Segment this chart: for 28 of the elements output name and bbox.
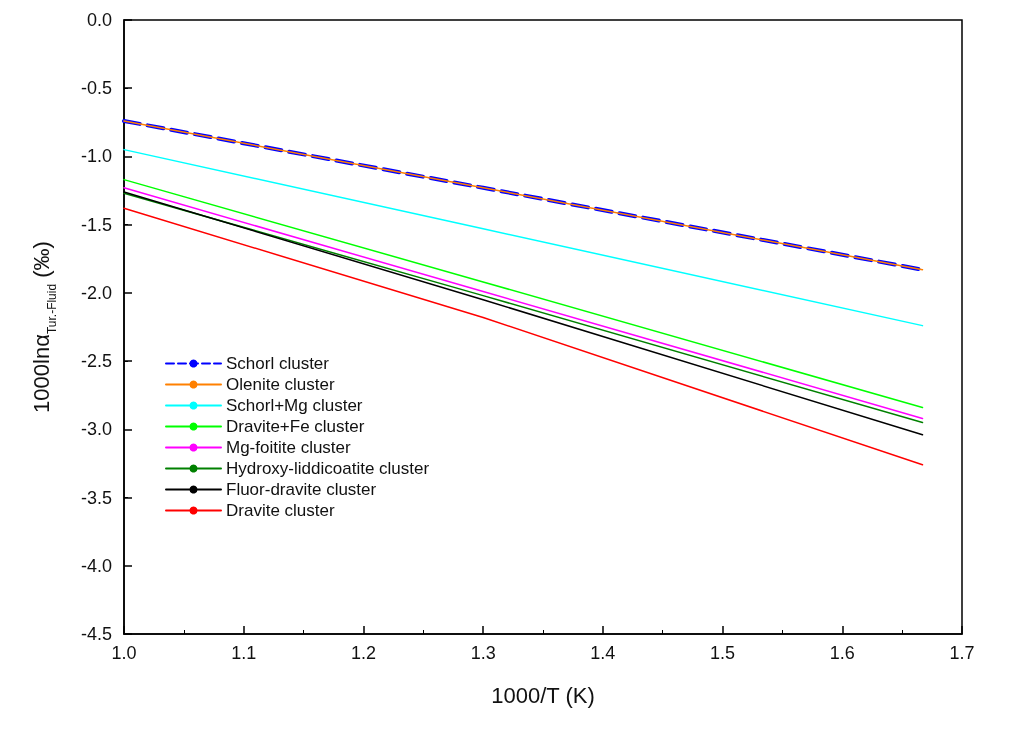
legend-label: Hydroxy-liddicoatite cluster — [226, 459, 430, 478]
x-tick-label: 1.5 — [710, 643, 736, 663]
y-tick-label: -2.5 — [80, 351, 112, 372]
legend-label: Fluor-dravite cluster — [226, 480, 377, 499]
y-tick-label: -4.0 — [80, 555, 112, 576]
x-tick-label: 1.0 — [111, 643, 137, 663]
legend-label: Schorl cluster — [226, 354, 330, 373]
y-axis-title: 1000lnαTur.-Fluid (‰) — [28, 241, 59, 413]
legend-label: Dravite cluster — [226, 501, 335, 520]
legend-label: Mg-foitite cluster — [226, 438, 352, 457]
x-tick-label: 1.3 — [470, 643, 496, 663]
y-tick-label: -1.5 — [80, 214, 112, 235]
y-tick-label: 0.0 — [86, 10, 112, 30]
x-tick-label: 1.2 — [350, 643, 376, 663]
x-tick-label: 1.6 — [829, 643, 855, 663]
y-tick-label: -0.5 — [80, 78, 112, 99]
legend-label: Dravite+Fe cluster — [226, 417, 365, 436]
y-tick-label: -3.0 — [80, 419, 112, 440]
y-tick-label: -3.5 — [80, 487, 112, 508]
x-axis-title: 1000/T (K) — [491, 682, 595, 708]
x-tick-label: 1.1 — [231, 643, 257, 663]
legend-label: Olenite cluster — [226, 375, 335, 394]
legend-label: Schorl+Mg cluster — [226, 396, 363, 415]
x-tick-label: 1.4 — [590, 643, 616, 663]
y-tick-label: -1.0 — [80, 146, 112, 167]
x-tick-label: 1.7 — [949, 643, 975, 663]
y-tick-label: -2.0 — [80, 282, 112, 303]
y-tick-label: -4.5 — [80, 624, 112, 644]
